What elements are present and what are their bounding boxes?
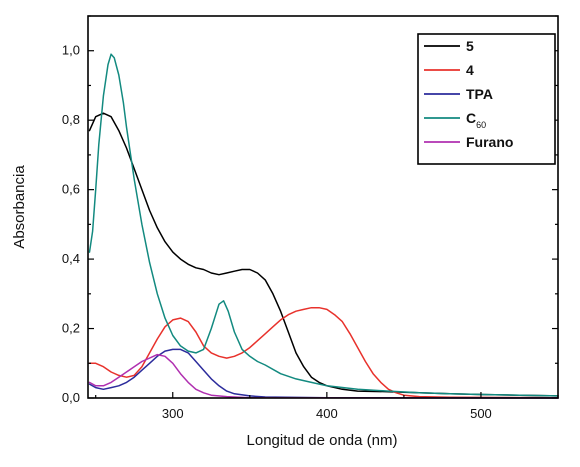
y-tick-label-2: 0,4 — [62, 251, 80, 266]
x-tick-label-2: 500 — [470, 406, 492, 421]
x-axis-label: Longitud de onda (nm) — [247, 432, 398, 449]
legend-label-4: Furano — [466, 134, 513, 150]
x-tick-label-0: 300 — [162, 406, 184, 421]
legend-label-subscript-3: 60 — [476, 120, 486, 130]
y-tick-label-5: 1,0 — [62, 43, 80, 58]
y-tick-label-4: 0,8 — [62, 112, 80, 127]
series-line-2 — [88, 348, 559, 399]
y-tick-label-0: 0,0 — [62, 390, 80, 405]
series-line-0 — [88, 112, 559, 397]
legend-label-2: TPA — [466, 86, 493, 102]
y-tick-label-1: 0,2 — [62, 321, 80, 336]
series-line-1 — [88, 306, 559, 399]
plot-frame — [87, 15, 559, 399]
plot-area — [88, 53, 559, 399]
axis-ticks: 300 400 500 0,0 0,2 0,4 0,6 0,8 1,0 — [62, 15, 559, 421]
series-line-3 — [88, 53, 559, 397]
y-tick-label-3: 0,6 — [62, 182, 80, 197]
y-axis-label: Absorbancia — [11, 165, 28, 249]
legend-label-1: 4 — [466, 62, 474, 78]
x-tick-label-1: 400 — [316, 406, 338, 421]
series-line-4 — [88, 353, 559, 399]
legend-label-0: 5 — [466, 38, 474, 54]
